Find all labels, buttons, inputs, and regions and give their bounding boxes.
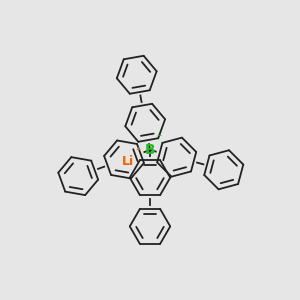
Text: B: B (145, 143, 155, 157)
Text: Li: Li (122, 155, 134, 168)
Text: ⁻: ⁻ (157, 134, 162, 143)
Text: ⁺: ⁺ (135, 146, 140, 157)
